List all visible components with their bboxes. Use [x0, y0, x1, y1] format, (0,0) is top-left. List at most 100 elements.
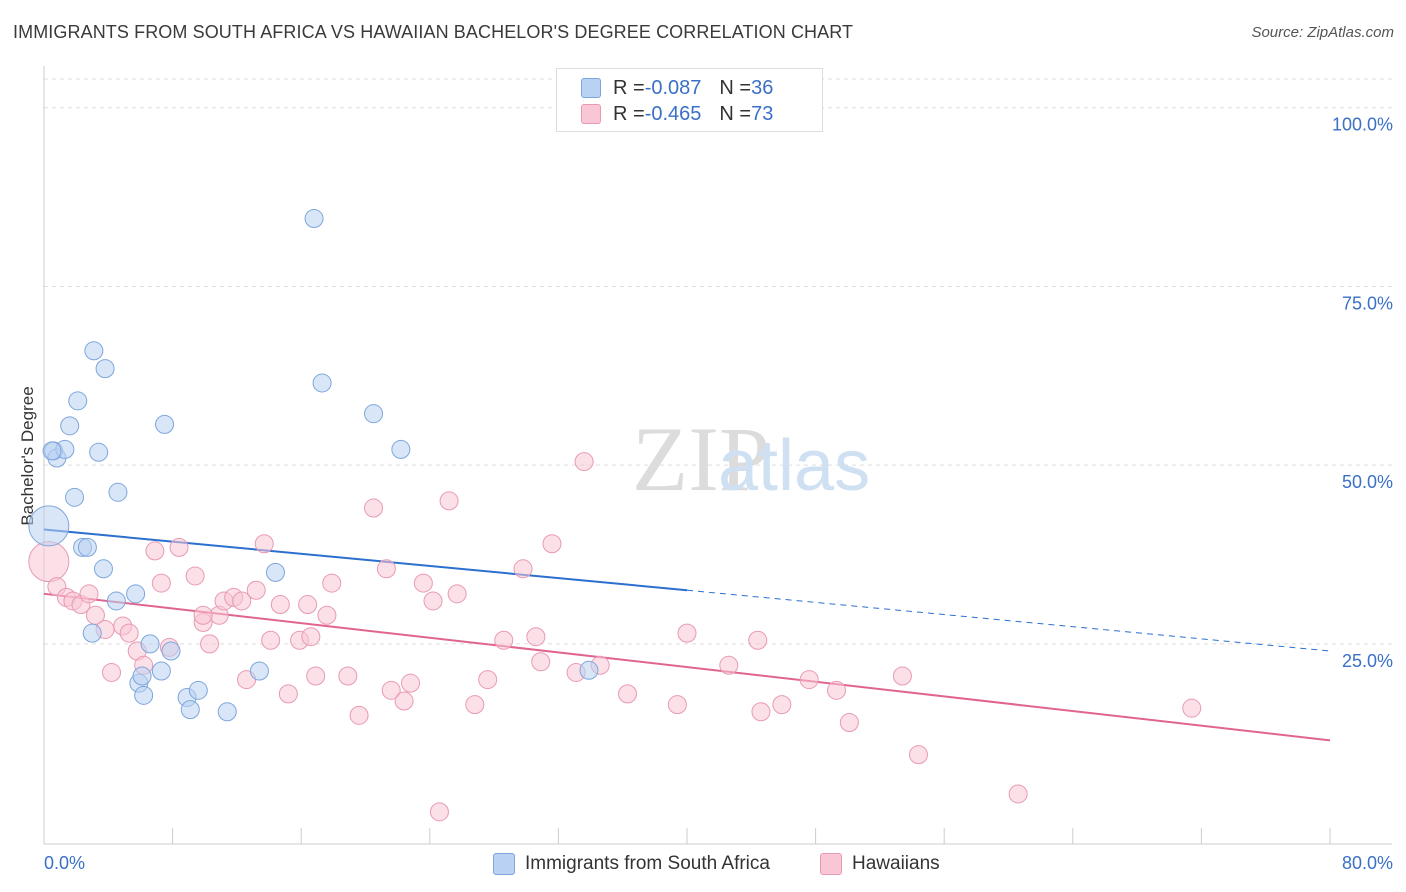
south-africa-point	[93, 559, 113, 579]
hawaiians-point	[799, 670, 819, 690]
hawaiians-point	[381, 680, 401, 700]
hawaiians-point	[298, 595, 318, 615]
hawaiians-point	[145, 541, 165, 561]
hawaiians-point	[394, 691, 414, 711]
hawaiians-point	[119, 623, 139, 643]
hawaiians-point	[826, 680, 846, 700]
hawaiians-point	[169, 537, 189, 557]
south-africa-point	[188, 680, 208, 700]
south-africa-point	[84, 341, 104, 361]
hawaiians-point	[772, 695, 792, 715]
hawaiians-point	[246, 580, 266, 600]
hawaiians-point	[322, 573, 342, 593]
y-tick-label: 50.0%	[1342, 472, 1393, 492]
watermark-atlas: atlas	[718, 426, 870, 506]
hawaiians-point	[278, 684, 298, 704]
y-tick-label: 75.0%	[1342, 293, 1393, 313]
hawaiians-point	[908, 745, 928, 765]
south-africa-point	[151, 661, 171, 681]
stats-legend: R = -0.087 N = 36 R = -0.465 N = 73	[556, 68, 823, 132]
pink-swatch-icon	[581, 104, 601, 124]
south-africa-point	[77, 537, 97, 557]
hawaiians-point	[751, 702, 771, 722]
south-africa-point	[65, 487, 85, 507]
grid-lines	[44, 78, 1392, 645]
hawaiians-point	[513, 559, 533, 579]
hawaiians-point	[270, 595, 290, 615]
hawaiians-point	[254, 534, 274, 554]
hawaiians-point	[306, 666, 326, 686]
hawaiians-point	[892, 666, 912, 686]
south-africa-point	[304, 209, 324, 229]
south-africa-point	[217, 702, 237, 722]
south-africa-point	[42, 441, 62, 461]
y-axis-label: Bachelor's Degree	[18, 386, 37, 525]
south-africa-point	[180, 700, 200, 720]
hawaiians-point	[439, 491, 459, 511]
hawaiians-point	[401, 673, 421, 693]
south-africa-point	[106, 591, 126, 611]
watermark: ZIP atlas	[632, 408, 870, 510]
legend-row-south-africa: R = -0.087 N = 36	[581, 76, 773, 100]
hawaiians-point	[719, 655, 739, 675]
legend-n-value: 36	[751, 76, 774, 99]
hawaiians-point	[494, 630, 514, 650]
hawaiians-point	[429, 802, 449, 822]
south-africa-point	[60, 416, 80, 436]
hawaiians-point	[232, 591, 252, 611]
hawaiians-point	[364, 498, 384, 518]
hawaiians-point	[748, 630, 768, 650]
hawaiians-point	[376, 559, 396, 579]
hawaiians-point	[102, 662, 122, 682]
south-africa-point	[95, 359, 115, 379]
hawaiians-point	[526, 627, 546, 647]
south-africa-point	[28, 505, 70, 547]
hawaiians-point	[542, 534, 562, 554]
south-africa-point	[126, 584, 146, 604]
x-tick-label: 0.0%	[44, 853, 85, 873]
hawaiians-points	[28, 452, 1202, 822]
hawaiians-point	[574, 452, 594, 472]
hawaiians-point	[261, 630, 281, 650]
hawaiians-point	[531, 652, 551, 672]
watermark-zip: ZIP	[632, 408, 770, 510]
hawaiians-point	[193, 605, 213, 625]
south-africa-point	[155, 414, 175, 434]
legend-n-value: 73	[751, 102, 774, 125]
hawaiians-point	[677, 623, 697, 643]
south-africa-point	[132, 666, 152, 686]
hawaiians-point	[317, 605, 337, 625]
south-africa-point	[265, 562, 285, 582]
south-africa-point	[68, 391, 88, 411]
bottom-legend-label: Hawaiians	[852, 853, 940, 874]
hawaiians-point	[79, 584, 99, 604]
x-tick-label: 80.0%	[1342, 853, 1393, 873]
hawaiians-point	[151, 573, 171, 593]
bottom-legend-south-africa: Immigrants from South Africa	[493, 852, 770, 876]
south-africa-point	[108, 482, 128, 502]
legend-r-label: R =	[613, 102, 645, 125]
south-africa-point	[364, 404, 384, 424]
legend-r-label: R =	[613, 76, 645, 99]
y-axis-label-group: Bachelor's Degree	[18, 386, 37, 525]
hawaiians-point	[200, 634, 220, 654]
pink-swatch-icon	[820, 853, 842, 875]
south-africa-point	[140, 634, 160, 654]
hawaiians-point	[423, 591, 443, 611]
south-africa-point	[82, 623, 102, 643]
south-africa-point	[89, 442, 109, 462]
legend-r-value: -0.087	[644, 76, 702, 99]
hawaiians-point	[301, 627, 321, 647]
blue-swatch-icon	[581, 78, 601, 98]
y-tick-label: 100.0%	[1332, 115, 1393, 135]
south-africa-point	[249, 661, 269, 681]
legend-n-label: N =	[719, 76, 752, 99]
hawaiians-point	[1008, 784, 1028, 804]
y-tick-labels: 25.0% 50.0% 75.0% 100.0%	[1332, 115, 1393, 671]
blue-swatch-icon	[493, 853, 515, 875]
legend-r-value: -0.465	[644, 102, 702, 125]
hawaiians-point	[465, 695, 485, 715]
hawaiians-point	[478, 670, 498, 690]
hawaiians-point	[1182, 698, 1202, 718]
